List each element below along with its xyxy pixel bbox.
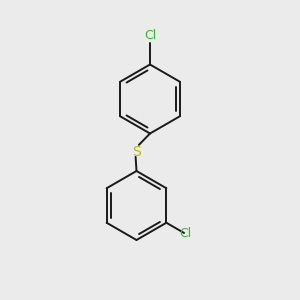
- Text: Cl: Cl: [144, 29, 156, 42]
- Text: Cl: Cl: [179, 227, 192, 240]
- Text: S: S: [132, 145, 141, 158]
